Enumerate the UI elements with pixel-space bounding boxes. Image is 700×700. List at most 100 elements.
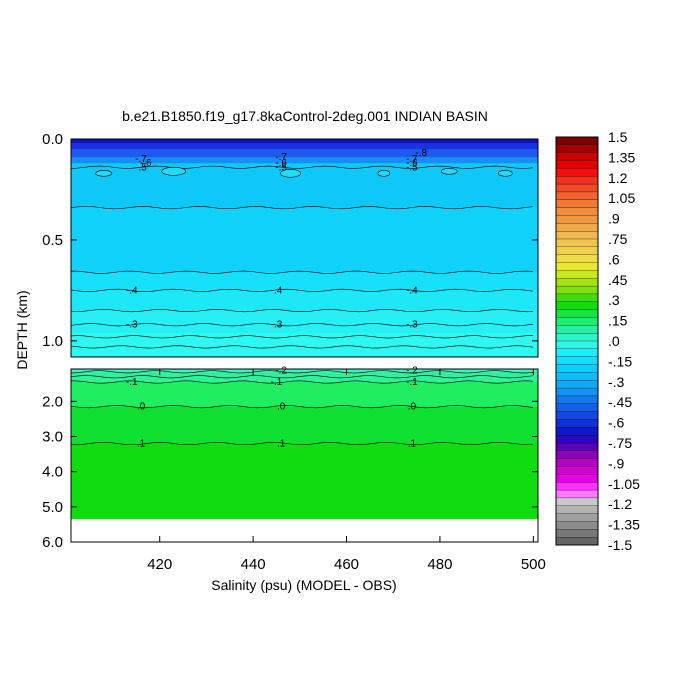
contour-label: -.3 — [406, 320, 418, 331]
contour-line — [70, 165, 534, 169]
colorbar-box — [555, 223, 599, 232]
contour-line — [70, 288, 534, 292]
contour-label: -.7 — [275, 152, 287, 163]
x-tick-label: 440 — [241, 556, 266, 573]
upper-y-ticks: 0.0 0.5 1.0 — [42, 131, 538, 350]
contour-band — [71, 149, 538, 158]
x-axis-label: Salinity (psu) (MODEL - OBS) — [211, 577, 396, 593]
contour-label: -.7 — [135, 154, 147, 165]
colorbar-label: .3 — [608, 292, 620, 308]
colorbar-box — [555, 215, 599, 224]
colorbar-box — [555, 160, 599, 169]
upper-panel-contour-labels: -.7-.6-.5-.7-.6-.5-.8-.7-.6-.5-.4 -.4 -.4-… — [126, 148, 428, 331]
contour-label: -.6 — [406, 158, 418, 169]
x-tick-label: 500 — [521, 556, 546, 573]
contour-label: -.1 — [406, 377, 418, 388]
contour-label: .0 — [137, 402, 146, 413]
colorbar-label: 1.5 — [608, 129, 628, 145]
colorbar-box — [555, 505, 599, 515]
colorbar-box — [555, 183, 599, 193]
contour-band — [71, 443, 538, 520]
colorbar-box — [555, 301, 599, 311]
contour-label: -.5 — [406, 162, 418, 173]
colorbar-label: .6 — [608, 251, 620, 267]
colorbar-box — [555, 333, 599, 342]
y-tick-label: 3.0 — [42, 429, 63, 446]
contour-line — [70, 370, 534, 374]
colorbar-box — [555, 309, 599, 318]
contour-line — [70, 345, 534, 349]
colorbar: 1.5 1.35 1.2 1.05 .9 .75 .6 .45 .3 .15 .0 -.15 -.3 -.… — [555, 129, 640, 553]
contour-label: -.4 — [406, 285, 418, 296]
colorbar-box — [555, 262, 599, 271]
colorbar-label: -.75 — [608, 435, 632, 451]
contour-band — [71, 310, 538, 334]
colorbar-label: .45 — [608, 272, 628, 288]
contour-band — [71, 332, 538, 358]
upper-panel-contours — [70, 165, 534, 349]
x-tick-label: 420 — [147, 556, 172, 573]
contour-line — [70, 380, 534, 384]
y-tick-label: 4.0 — [42, 464, 63, 481]
colorbar-label: 1.2 — [608, 170, 628, 186]
contour-label: .0 — [277, 402, 286, 413]
contour-band — [71, 143, 538, 150]
upper-panel: -.7-.6-.5-.7-.6-.5-.8-.7-.6-.5-.4 -.4 -.4-… — [42, 131, 539, 358]
contour-band — [71, 382, 538, 408]
colorbar-box — [555, 427, 599, 436]
colorbar-label: .75 — [608, 231, 628, 247]
contour-band — [71, 371, 538, 383]
colorbar-box — [555, 513, 599, 522]
lower-y-ticks: 2.0 3.0 4.0 5.0 6.0 — [42, 393, 538, 551]
colorbar-box — [555, 529, 599, 538]
colorbar-box — [555, 199, 599, 209]
y-tick-label: 2.0 — [42, 393, 63, 410]
colorbar-box — [555, 450, 599, 460]
colorbar-box — [555, 458, 599, 467]
colorbar-box — [555, 191, 599, 201]
contour-band — [71, 272, 538, 291]
colorbar-box — [555, 497, 599, 507]
x-tick-label: 480 — [427, 556, 452, 573]
y-tick-label: 0.5 — [42, 232, 63, 249]
contour-line — [70, 323, 534, 327]
colorbar-label: -.9 — [608, 455, 625, 471]
contour-line — [70, 335, 534, 339]
colorbar-box — [555, 285, 599, 295]
contour-line — [70, 309, 534, 313]
colorbar-label: -.6 — [608, 415, 625, 431]
colorbar-box — [555, 136, 599, 146]
colorbar-box — [555, 293, 599, 303]
colorbar-box — [555, 380, 599, 389]
colorbar-box — [555, 176, 599, 185]
colorbar-box — [555, 168, 599, 177]
contour-label: -.7 — [406, 154, 418, 165]
colorbar-label: -.15 — [608, 353, 632, 369]
colorbar-label: 1.35 — [608, 149, 635, 165]
colorbar-label: -1.2 — [608, 496, 632, 512]
colorbar-frame — [555, 136, 599, 546]
y-tick-label: 0.0 — [42, 131, 63, 148]
contour-label: -.6 — [275, 158, 287, 169]
contour-label: -.5 — [275, 162, 287, 173]
lower-panel-frame — [70, 368, 539, 543]
colorbar-box — [555, 411, 599, 420]
contour-band — [71, 406, 538, 445]
contour-band — [71, 157, 538, 164]
colorbar-box — [555, 364, 599, 373]
colorbar-box — [555, 246, 599, 256]
contour-line — [70, 405, 534, 409]
colorbar-box — [555, 152, 599, 161]
colorbar-labels: 1.5 1.35 1.2 1.05 .9 .75 .6 .45 .3 .15 .0 -.15 -.3 -.… — [608, 129, 640, 553]
colorbar-box — [555, 356, 599, 365]
colorbar-box — [555, 270, 599, 279]
contour-label: -.2 — [406, 365, 418, 376]
colorbar-box — [555, 395, 599, 405]
contour-label: -.3 — [271, 320, 283, 331]
contour-label: -.5 — [135, 162, 147, 173]
colorbar-box — [555, 340, 599, 350]
contour-band — [71, 207, 538, 273]
lower-panel-contour-labels: -.2 -.2-.1 -.1 -.1.0.0.0.1.1.1 — [126, 365, 418, 449]
colorbar-box — [555, 317, 599, 326]
